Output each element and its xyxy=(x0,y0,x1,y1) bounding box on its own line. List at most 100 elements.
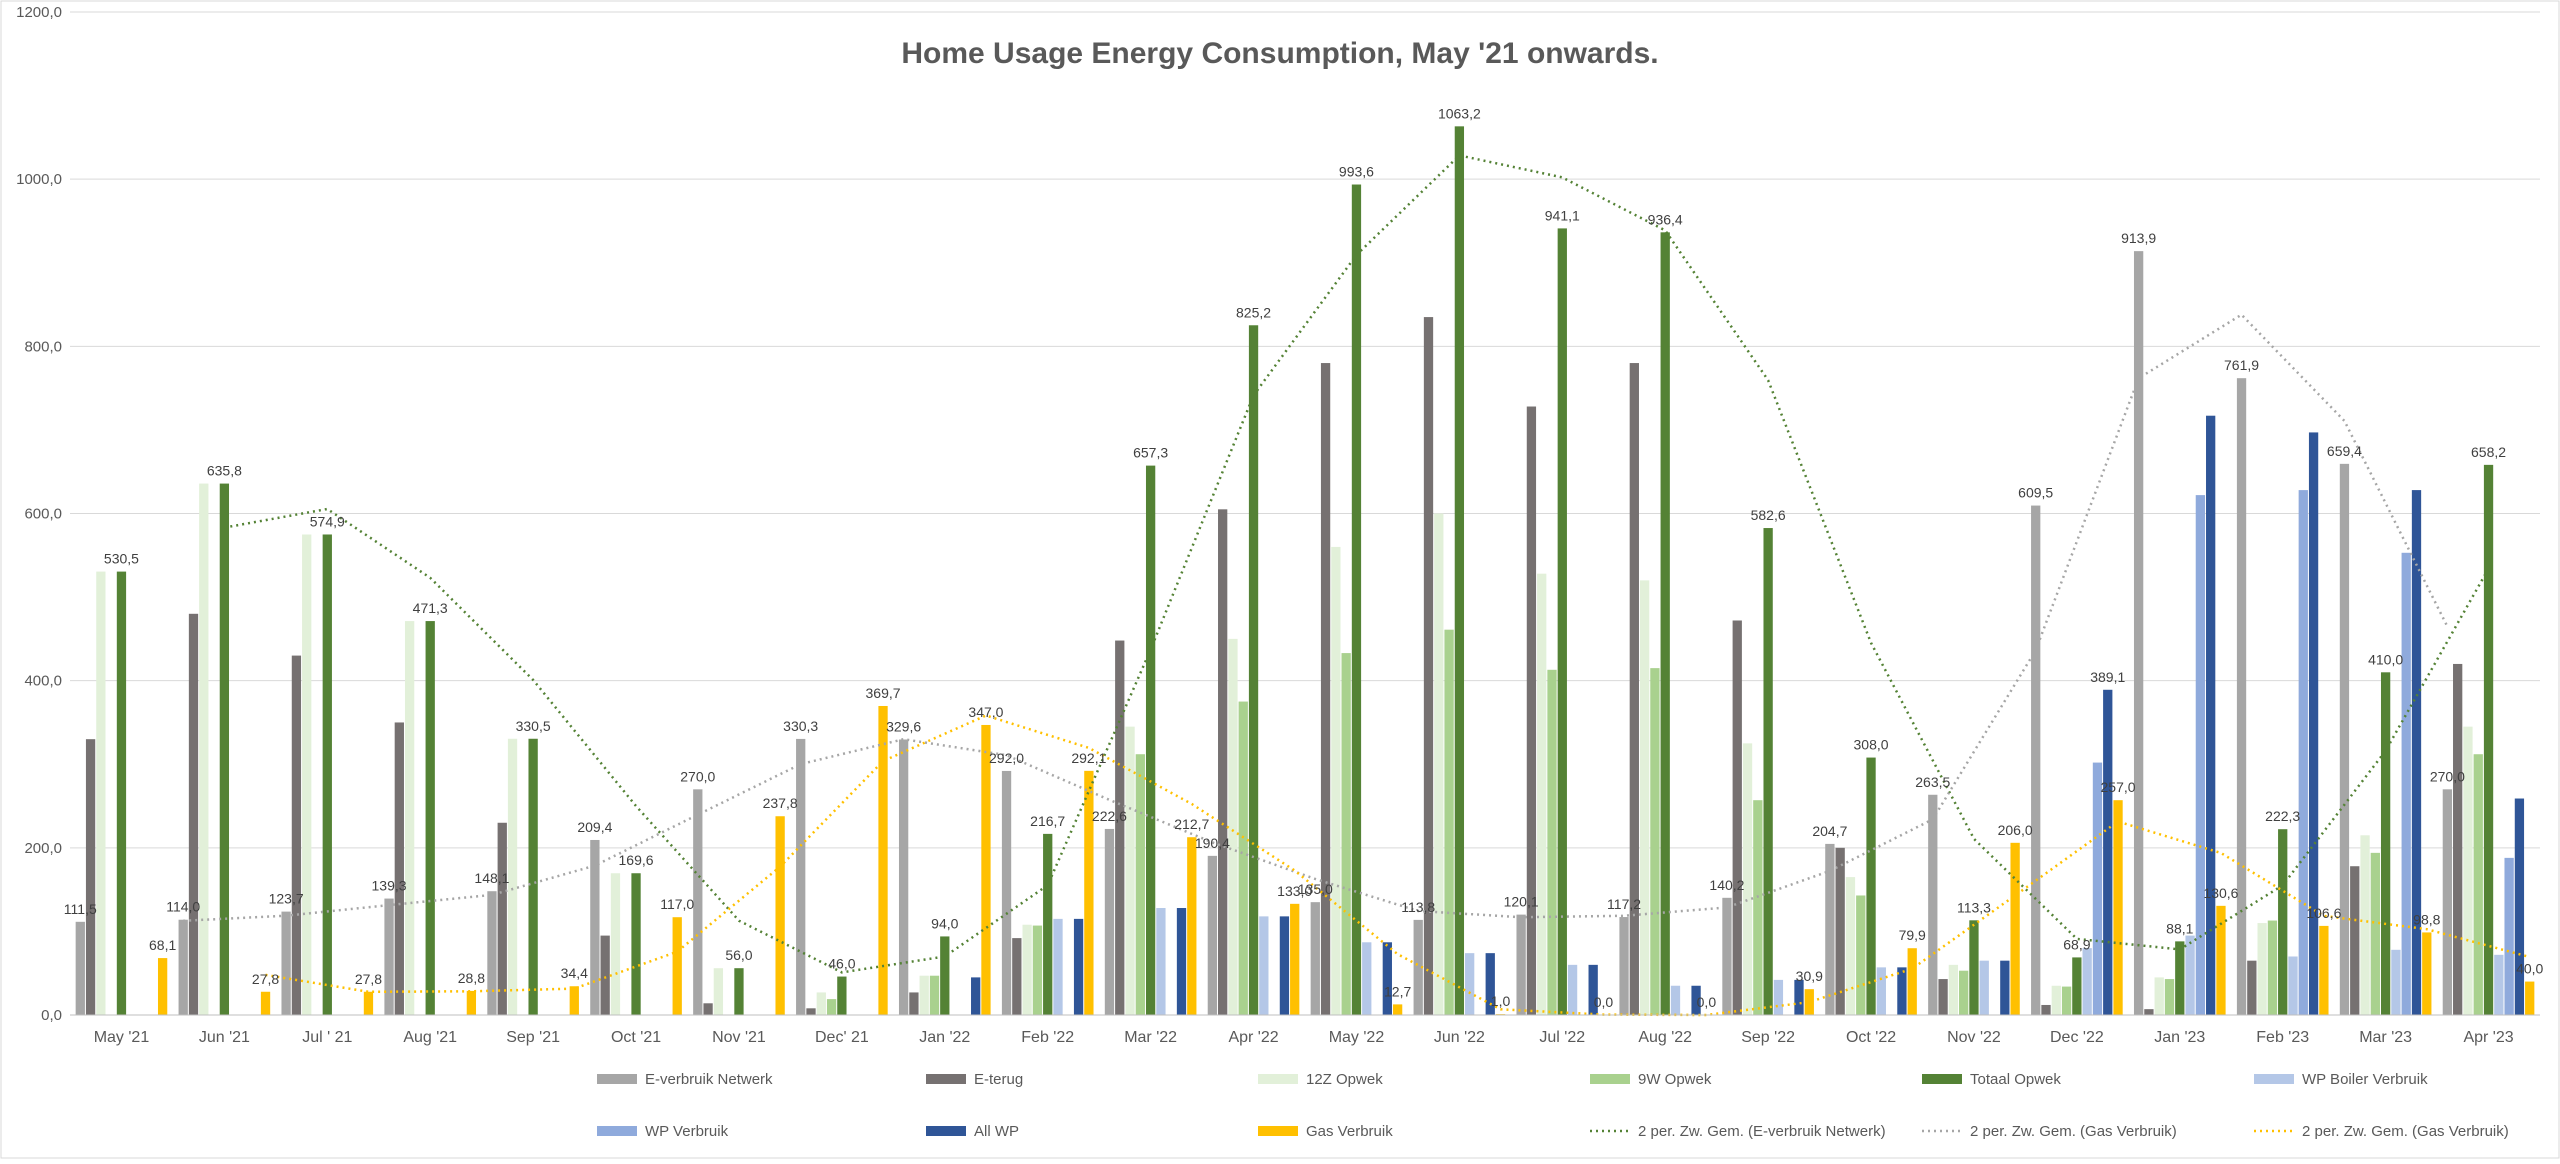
data-label: 1063,2 xyxy=(1438,105,1481,121)
data-label: 98,8 xyxy=(2413,911,2440,927)
bar xyxy=(2483,464,2494,1015)
bar xyxy=(2092,762,2103,1015)
legend-item: WP Verbruik xyxy=(597,1123,729,1140)
bar xyxy=(971,977,981,1015)
bar xyxy=(384,898,394,1015)
legend-label: Totaal Opwek xyxy=(1970,1071,2061,1088)
data-label: 270,0 xyxy=(2430,768,2465,784)
data-label: 410,0 xyxy=(2368,651,2403,667)
x-tick-label: Dec' 21 xyxy=(815,1029,869,1046)
legend-label: 2 per. Zw. Gem. (Gas Verbruik) xyxy=(1970,1123,2177,1140)
bar xyxy=(1691,985,1701,1015)
legend-swatch xyxy=(1590,1074,1630,1084)
y-tick-label: 1000,0 xyxy=(16,171,62,188)
x-tick-label: May '21 xyxy=(94,1029,150,1046)
bar xyxy=(2473,754,2483,1015)
data-label: 30,9 xyxy=(1796,968,1823,984)
trend-layer xyxy=(183,154,2531,1017)
bar xyxy=(1444,629,1454,1015)
x-tick-label: Jul '22 xyxy=(1539,1029,1585,1046)
data-label: 574,9 xyxy=(310,513,345,529)
bar xyxy=(1145,465,1156,1015)
bar xyxy=(1053,918,1063,1015)
x-tick-label: Feb '22 xyxy=(1021,1029,1074,1046)
data-label: 94,0 xyxy=(931,915,958,931)
data-label: 389,1 xyxy=(2090,669,2125,685)
bar xyxy=(1804,989,1814,1015)
bar xyxy=(1660,232,1670,1015)
bar xyxy=(1135,754,1145,1015)
bar xyxy=(2442,789,2453,1015)
data-label: 117,2 xyxy=(1607,896,1641,912)
bar xyxy=(1043,833,1053,1015)
data-label: 88,1 xyxy=(2166,920,2193,936)
data-label: 292,0 xyxy=(989,750,1024,766)
data-label: 46,0 xyxy=(828,956,855,972)
bar xyxy=(2031,505,2041,1015)
bar xyxy=(1320,363,1331,1015)
bar xyxy=(394,722,404,1015)
bar xyxy=(1084,770,1094,1015)
bar xyxy=(1753,800,1763,1015)
x-tick-label: Mar '23 xyxy=(2359,1029,2412,1046)
bar xyxy=(909,992,919,1015)
bar xyxy=(2453,663,2463,1015)
legend-swatch xyxy=(1258,1074,1298,1084)
x-tick-label: Sep '22 xyxy=(1741,1029,1795,1046)
data-label: 212,7 xyxy=(1174,816,1209,832)
legend-item: 12Z Opwek xyxy=(1258,1071,1383,1088)
bar xyxy=(713,968,724,1015)
bar xyxy=(487,891,497,1015)
bar xyxy=(2267,920,2278,1015)
bar xyxy=(466,990,477,1015)
bar xyxy=(1639,580,1650,1015)
bar xyxy=(878,705,888,1015)
bar xyxy=(1351,184,1362,1016)
data-label: 913,9 xyxy=(2121,230,2156,246)
bar xyxy=(1454,126,1465,1016)
bar xyxy=(404,621,415,1015)
bar xyxy=(569,986,579,1015)
bar xyxy=(2113,800,2123,1015)
bar xyxy=(1897,967,1907,1015)
data-label: 222,3 xyxy=(2265,808,2300,824)
data-label: 68,9 xyxy=(2063,936,2090,952)
data-label: 120,1 xyxy=(1504,894,1539,910)
bar xyxy=(1228,638,1238,1015)
data-label: 111,5 xyxy=(64,901,97,917)
bar xyxy=(1619,917,1629,1015)
legend-label: 9W Opwek xyxy=(1638,1071,1712,1088)
bar xyxy=(2308,432,2319,1015)
data-label: 263,5 xyxy=(1915,774,1950,790)
bar xyxy=(590,839,600,1015)
x-tick-label: Oct '22 xyxy=(1846,1029,1896,1046)
bar xyxy=(2422,932,2432,1015)
data-label: 209,4 xyxy=(577,819,612,835)
bar xyxy=(1835,847,1845,1015)
bar xyxy=(1413,919,1423,1015)
trendline xyxy=(183,313,2449,923)
bar xyxy=(1341,653,1351,1015)
data-label: 34,4 xyxy=(561,965,588,981)
data-label: 222,6 xyxy=(1092,808,1127,824)
bar xyxy=(826,999,837,1015)
data-label: 0,0 xyxy=(1697,994,1717,1010)
y-tick-label: 800,0 xyxy=(24,338,62,355)
data-label: 329,6 xyxy=(886,719,921,735)
data-label: 369,7 xyxy=(866,685,901,701)
bar xyxy=(2463,726,2473,1015)
data-label: 27,8 xyxy=(355,971,382,987)
bar xyxy=(1073,918,1084,1015)
bar xyxy=(178,919,188,1015)
bar xyxy=(1670,985,1681,1015)
bar xyxy=(1588,964,1598,1015)
bar xyxy=(1907,948,1917,1015)
x-tick-label: Jun '21 xyxy=(199,1029,250,1046)
legend-label: WP Boiler Verbruik xyxy=(2302,1071,2428,1088)
bar xyxy=(425,621,435,1015)
bar xyxy=(2514,798,2525,1015)
legend-label: 2 per. Zw. Gem. (Gas Verbruik) xyxy=(2302,1123,2509,1140)
bar xyxy=(1259,916,1269,1015)
chart-title: Home Usage Energy Consumption, May '21 o… xyxy=(901,37,1658,70)
bar xyxy=(1773,979,1784,1015)
